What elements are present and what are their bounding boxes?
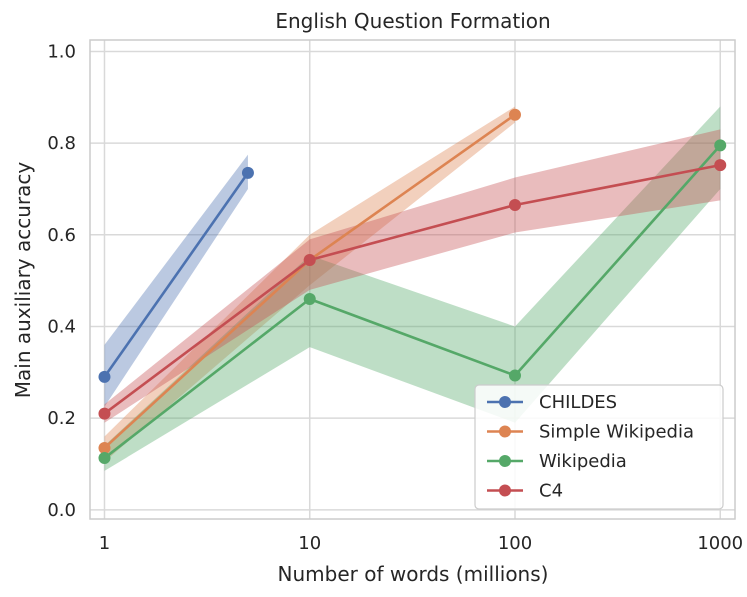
x-axis-label: Number of words (millions) [278,562,549,586]
tick-labels: 1 10 100 1000 0.0 0.2 0.4 0.6 0.8 1.0 [47,41,743,554]
x-tick-label: 1 [99,533,110,554]
c4-point [303,254,316,267]
childes-point [241,166,254,179]
simple-wikipedia-band [104,106,515,462]
c4-point [714,159,727,172]
c4-point [508,199,521,212]
series-lines [103,113,722,460]
y-tick-label: 0.8 [47,133,76,154]
wikipedia-line [103,144,722,460]
x-tick-label: 100 [498,533,532,554]
legend-wikipedia-label: Wikipedia [539,451,627,472]
y-tick-label: 1.0 [47,41,76,62]
legend-simple-wikipedia-label: Simple Wikipedia [539,422,694,443]
wikipedia-point [303,292,316,305]
c4-band [104,129,721,423]
y-tick-label: 0.6 [47,225,76,246]
plot-frame [89,39,736,520]
childes-band [104,154,248,407]
chart-title: English Question Formation [275,9,550,33]
data-points [98,108,727,465]
confidence-bands [104,106,721,471]
legend-box [474,384,724,510]
childes-point [98,370,111,383]
childes-line [103,172,250,378]
c4-point [98,407,111,420]
legend-c4-label: C4 [539,481,563,502]
x-tick-label: 10 [298,533,321,554]
y-tick-label: 0.4 [47,316,76,337]
wikipedia-point [98,452,111,465]
legend-c4-marker [499,484,511,497]
y-tick-label: 0.2 [47,408,76,429]
simple-wikipedia-point [98,441,111,454]
wikipedia-band [104,106,721,471]
legend-childes-marker [499,396,511,408]
y-tick-label: 0.0 [47,500,76,521]
x-tick-label: 1000 [697,533,743,554]
legend-simple-wikipedia-marker [499,425,511,438]
wikipedia-point [508,369,521,382]
legend: CHILDES Simple Wikipedia Wikipedia C4 [474,384,724,510]
y-axis-label: Main auxiliary accuracy [11,162,35,399]
wikipedia-point [714,139,727,152]
c4-line [103,163,721,415]
legend-wikipedia-marker [499,455,511,467]
simple-wikipedia-point [508,108,521,121]
legend-childes-label: CHILDES [539,392,617,413]
